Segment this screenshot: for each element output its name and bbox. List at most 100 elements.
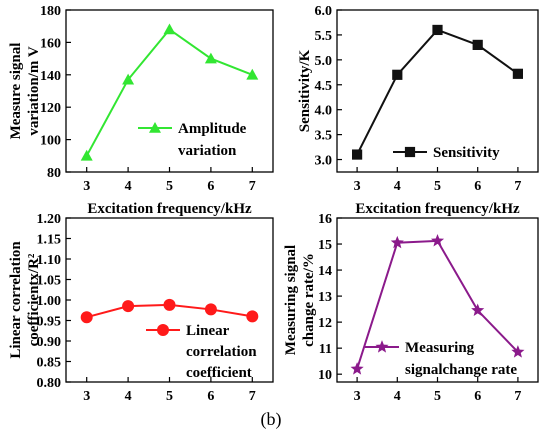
x-tick-label: 6	[474, 389, 481, 404]
y-tick-label: 3.5	[315, 129, 333, 144]
x-tick-label: 6	[207, 179, 214, 194]
legend-label: variation	[178, 143, 237, 159]
legend: Amplitude variation	[138, 121, 247, 159]
x-tick-label: 7	[514, 179, 521, 194]
chart-panel-1: 80 100 120 140 160 180 3 4 5 6 7 Excitation frequen…	[8, 4, 274, 217]
y-axis-title-line: coefficientx/R²	[26, 253, 42, 346]
y-tick-label: 0.90	[37, 335, 62, 350]
x-tick-label: 4	[125, 389, 132, 404]
data-point-marker	[392, 69, 403, 80]
data-point-marker	[511, 345, 525, 358]
data-point-marker	[204, 303, 217, 316]
y-tick-label: 11	[319, 342, 332, 357]
data-point-marker	[352, 149, 363, 160]
x-tick-label: 3	[83, 179, 90, 194]
legend-marker	[404, 146, 416, 158]
y-axis-title-line: change rate/%	[301, 253, 317, 347]
data-point-marker	[80, 149, 93, 161]
chart-panel-2: 3.0 3.5 4.0 4.5 5.0 5.5 6.0 3 4 5 6 7 Excitation fre…	[297, 4, 539, 217]
y-axis-title-line: Measuring signal	[283, 245, 299, 355]
y-tick-label: 0.80	[37, 376, 62, 391]
y-tick-label: 1.05	[37, 274, 62, 289]
y-axis-title: Measure signal variation/m V	[8, 43, 42, 140]
y-tick-label: 4.5	[315, 79, 333, 94]
data-point-marker	[80, 311, 93, 324]
data-point-marker	[204, 52, 217, 64]
y-axis-title: Measuring signal change rate/%	[283, 245, 317, 355]
data-point-marker	[471, 303, 485, 316]
legend-marker	[149, 122, 161, 133]
y-tick-label: 140	[40, 69, 61, 84]
y-tick-label: 80	[47, 166, 61, 181]
y-tick-label: 12	[318, 316, 332, 331]
x-axis-title: Excitation frequency/kHz	[355, 201, 520, 217]
x-tick-label: 4	[125, 179, 132, 194]
data-point-marker	[430, 234, 445, 247]
x-axis-title: Excitation frequency/kHz	[87, 201, 252, 217]
y-tick-label: 5.5	[315, 29, 333, 44]
figure-caption: (b)	[261, 409, 282, 430]
x-tick-label: 3	[354, 389, 361, 404]
y-tick-label: 1.00	[37, 294, 62, 309]
legend-label: Linear	[186, 323, 230, 339]
y-tick-label: 3.0	[315, 154, 333, 169]
y-axis-title-line: Measure signal	[8, 43, 24, 140]
y-axis-title-line: Linear correlation	[8, 241, 24, 359]
x-tick-label: 4	[394, 179, 401, 194]
legend-label: correlation	[186, 344, 257, 360]
y-axis-title-line: variation/m V	[26, 46, 42, 135]
y-tick-label: 0.95	[37, 315, 62, 330]
x-tick-label: 4	[394, 389, 401, 404]
y-tick-label: 1.20	[37, 212, 62, 227]
y-tick-label: 1.15	[37, 233, 62, 248]
chart-panel-4: 10 11 12 13 14 15 16 3 4 5 6 7 Measuring signal chang…	[283, 212, 539, 404]
x-tick-label: 6	[474, 179, 481, 194]
y-tick-label: 120	[40, 101, 61, 116]
data-point-marker	[350, 362, 364, 375]
legend: Measuring signalchange rate	[365, 340, 517, 378]
y-tick-label: 4.0	[315, 104, 333, 119]
data-point-marker	[122, 73, 135, 85]
x-tick-label: 6	[207, 389, 214, 404]
x-tick-label: 5	[166, 179, 173, 194]
legend-label: Amplitude	[178, 121, 247, 137]
y-tick-label: 15	[318, 238, 332, 253]
legend: Sensitivity	[393, 145, 500, 161]
y-tick-label: 5.0	[315, 54, 333, 69]
data-point-marker	[163, 298, 176, 311]
x-tick-label: 7	[249, 179, 256, 194]
legend-label: signalchange rate	[405, 362, 517, 378]
data-point-marker	[472, 39, 483, 50]
y-axis-title-line: Sensitivity/K	[297, 49, 313, 132]
y-axis-title: Linear correlation coefficientx/R²	[8, 241, 42, 359]
legend-marker	[375, 340, 389, 353]
data-point-marker	[512, 68, 523, 79]
data-point-marker	[246, 310, 259, 323]
x-tick-label: 3	[354, 179, 361, 194]
y-axis-title: Sensitivity/K	[297, 49, 313, 132]
data-point-marker	[246, 68, 259, 80]
x-tick-label: 5	[434, 389, 441, 404]
x-tick-label: 5	[166, 389, 173, 404]
x-tick-label: 5	[434, 179, 441, 194]
plot-frame	[65, 9, 274, 173]
data-point-marker	[432, 24, 443, 36]
y-tick-label: 180	[40, 4, 61, 19]
y-tick-label: 14	[318, 264, 332, 279]
x-tick-label: 7	[514, 389, 521, 404]
data-point-marker	[163, 23, 176, 35]
y-tick-label: 1.10	[37, 253, 62, 268]
legend: Linear correlation coefficient	[146, 323, 257, 381]
x-tick-label: 3	[83, 389, 90, 404]
legend-label: Sensitivity	[433, 145, 500, 161]
y-tick-label: 13	[318, 290, 332, 305]
legend-marker	[157, 324, 169, 336]
y-tick-label: 6.0	[315, 4, 333, 19]
legend-label: Measuring	[405, 340, 475, 356]
y-tick-label: 16	[318, 212, 332, 227]
series-line	[356, 28, 519, 156]
y-tick-label: 100	[40, 134, 61, 149]
legend-label: coefficient	[186, 365, 252, 381]
y-tick-label: 160	[40, 36, 61, 51]
